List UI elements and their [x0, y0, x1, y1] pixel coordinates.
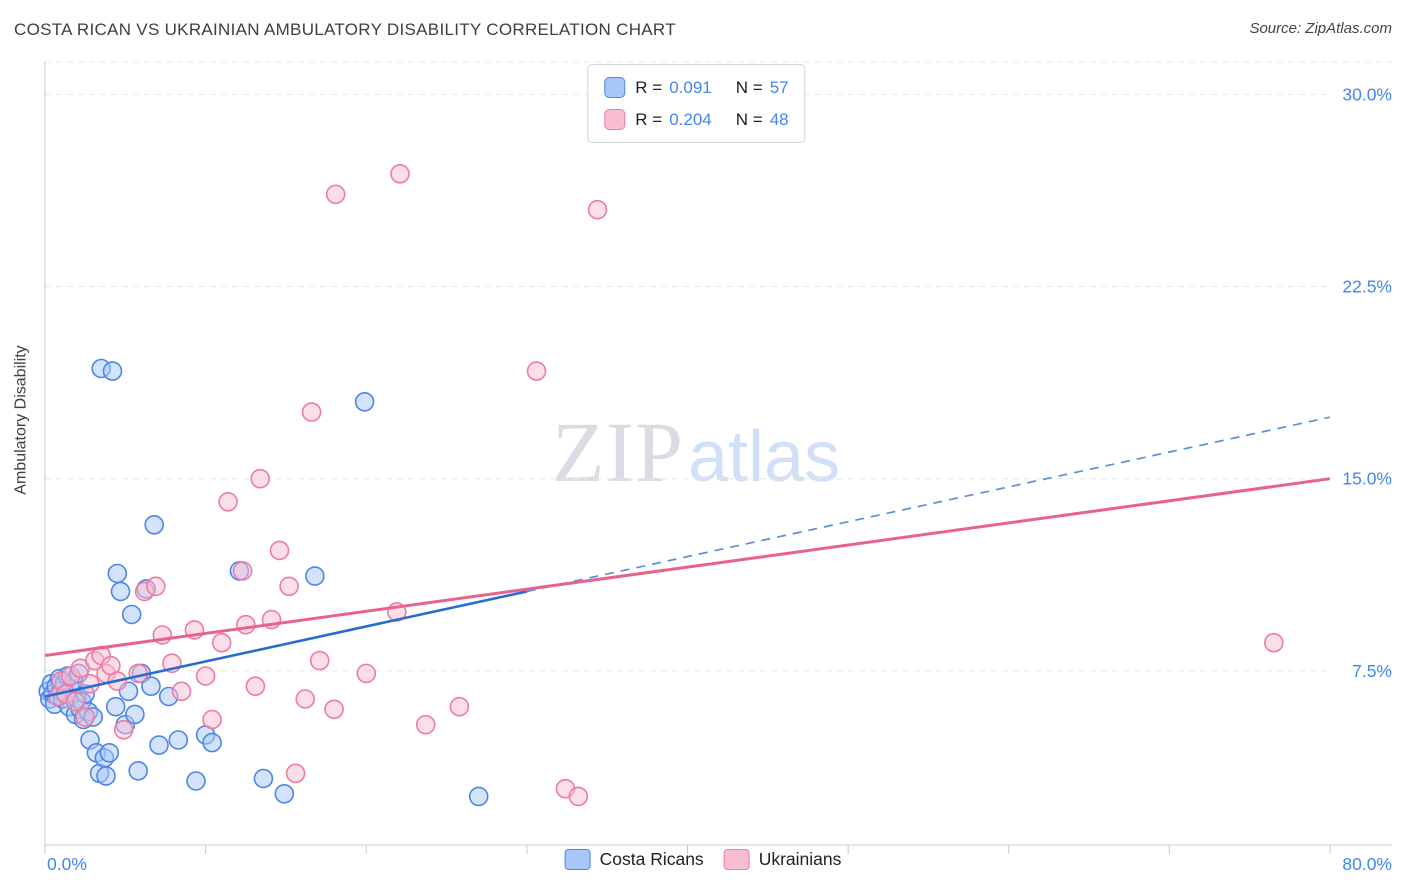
costa-ricans-swatch: [564, 849, 591, 870]
data-point-costa-ricans: [105, 696, 126, 717]
data-point-ukrainians: [325, 184, 346, 205]
data-point-ukrainians: [390, 164, 410, 184]
data-point-ukrainians: [415, 714, 436, 735]
legend-item-ukrainians: Ukrainians: [723, 849, 842, 870]
legend-label-costa-ricans: Costa Ricans: [599, 849, 704, 869]
y-tick-label: 22.5%: [1342, 277, 1392, 297]
data-point-costa-ricans: [253, 768, 274, 789]
r-value-ukrainians: 0.204: [669, 109, 712, 129]
x-tick-label-max: 80.0%: [1342, 854, 1392, 874]
legend-label-ukrainians: Ukrainians: [758, 849, 842, 869]
r-label: R =: [635, 77, 663, 97]
data-point-costa-ricans: [305, 566, 325, 586]
data-point-ukrainians: [449, 696, 470, 717]
source-attribution: Source: ZipAtlas.com: [1249, 20, 1392, 37]
data-point-ukrainians: [146, 576, 166, 597]
data-point-ukrainians: [113, 719, 134, 740]
y-axis-title: Ambulatory Disability: [13, 345, 31, 495]
data-point-ukrainians: [568, 786, 589, 807]
data-point-ukrainians: [250, 468, 271, 489]
data-point-costa-ricans: [202, 732, 222, 753]
y-tick-label: 30.0%: [1342, 84, 1392, 104]
data-point-ukrainians: [211, 632, 232, 653]
data-point-ukrainians: [301, 402, 322, 422]
y-tick-label: 7.5%: [1352, 661, 1392, 681]
watermark-zip-text: ZIP: [552, 404, 684, 500]
data-point-costa-ricans: [125, 704, 145, 725]
trendline-costa-ricans: [44, 590, 528, 698]
legend-row-ukrainians: R = 0.204 N = 48: [604, 105, 789, 134]
data-point-costa-ricans: [96, 766, 116, 786]
data-point-ukrainians: [171, 681, 192, 702]
data-point-costa-ricans: [121, 604, 142, 625]
r-label: R =: [635, 109, 663, 129]
data-point-costa-ricans: [128, 760, 148, 781]
data-point-costa-ricans: [144, 514, 164, 535]
data-point-costa-ricans: [354, 391, 375, 412]
data-point-ukrainians: [356, 663, 377, 684]
data-point-costa-ricans: [107, 563, 128, 584]
trendline-ukrainians: [44, 477, 1331, 657]
data-point-ukrainians: [202, 709, 222, 730]
data-point-ukrainians: [195, 666, 216, 686]
correlation-legend: R = 0.091 N = 57 R = 0.204 N = 48: [587, 64, 806, 143]
data-point-ukrainians: [80, 673, 100, 694]
n-value-costa-ricans: 57: [769, 77, 789, 97]
data-point-ukrainians: [232, 561, 253, 581]
r-value-costa-ricans: 0.091: [669, 77, 712, 97]
data-point-costa-ricans: [99, 742, 120, 763]
data-point-ukrainians: [526, 361, 547, 381]
data-point-costa-ricans: [110, 581, 131, 602]
data-point-costa-ricans: [141, 676, 161, 697]
trendline-extension-costa-ricans: [526, 416, 1331, 593]
data-point-costa-ricans: [102, 361, 123, 381]
zipatlas-watermark: ZIP atlas: [552, 402, 840, 502]
data-point-ukrainians: [236, 614, 256, 635]
n-value-ukrainians: 48: [769, 109, 789, 129]
n-label: N =: [735, 77, 763, 97]
watermark-atlas-text: atlas: [688, 417, 841, 497]
legend-row-costa-ricans: R = 0.091 N = 57: [604, 73, 789, 102]
data-point-ukrainians: [269, 540, 290, 561]
legend-item-costa-ricans: Costa Ricans: [564, 849, 704, 870]
data-point-ukrainians: [279, 576, 299, 597]
data-point-costa-ricans: [274, 783, 295, 804]
ukrainians-swatch: [723, 849, 750, 870]
chart-header: COSTA RICAN VS UKRAINIAN AMBULATORY DISA…: [14, 20, 1392, 40]
data-point-costa-ricans: [168, 730, 189, 750]
n-label: N =: [735, 109, 763, 129]
data-point-ukrainians: [309, 650, 330, 671]
data-point-ukrainians: [218, 491, 238, 512]
data-point-ukrainians: [295, 689, 316, 709]
data-point-ukrainians: [324, 699, 344, 720]
data-point-costa-ricans: [468, 786, 489, 807]
chart-title: COSTA RICAN VS UKRAINIAN AMBULATORY DISA…: [14, 20, 676, 39]
data-point-ukrainians: [65, 691, 86, 712]
x-tick-label-min: 0.0%: [47, 854, 87, 874]
data-point-ukrainians: [285, 763, 306, 784]
y-tick-label: 15.0%: [1342, 469, 1392, 489]
data-point-ukrainians: [128, 663, 148, 684]
ukrainians-swatch: [604, 109, 626, 130]
data-point-costa-ricans: [149, 735, 169, 755]
series-legend: Costa Ricans Ukrainians: [564, 849, 842, 870]
costa-ricans-swatch: [604, 77, 626, 98]
data-point-ukrainians: [245, 676, 266, 697]
data-point-costa-ricans: [186, 771, 206, 791]
data-point-ukrainians: [587, 199, 608, 220]
data-point-ukrainians: [1264, 632, 1284, 653]
y-axis-title-wrap: Ambulatory Disability: [0, 40, 44, 800]
data-point-ukrainians: [75, 707, 95, 727]
